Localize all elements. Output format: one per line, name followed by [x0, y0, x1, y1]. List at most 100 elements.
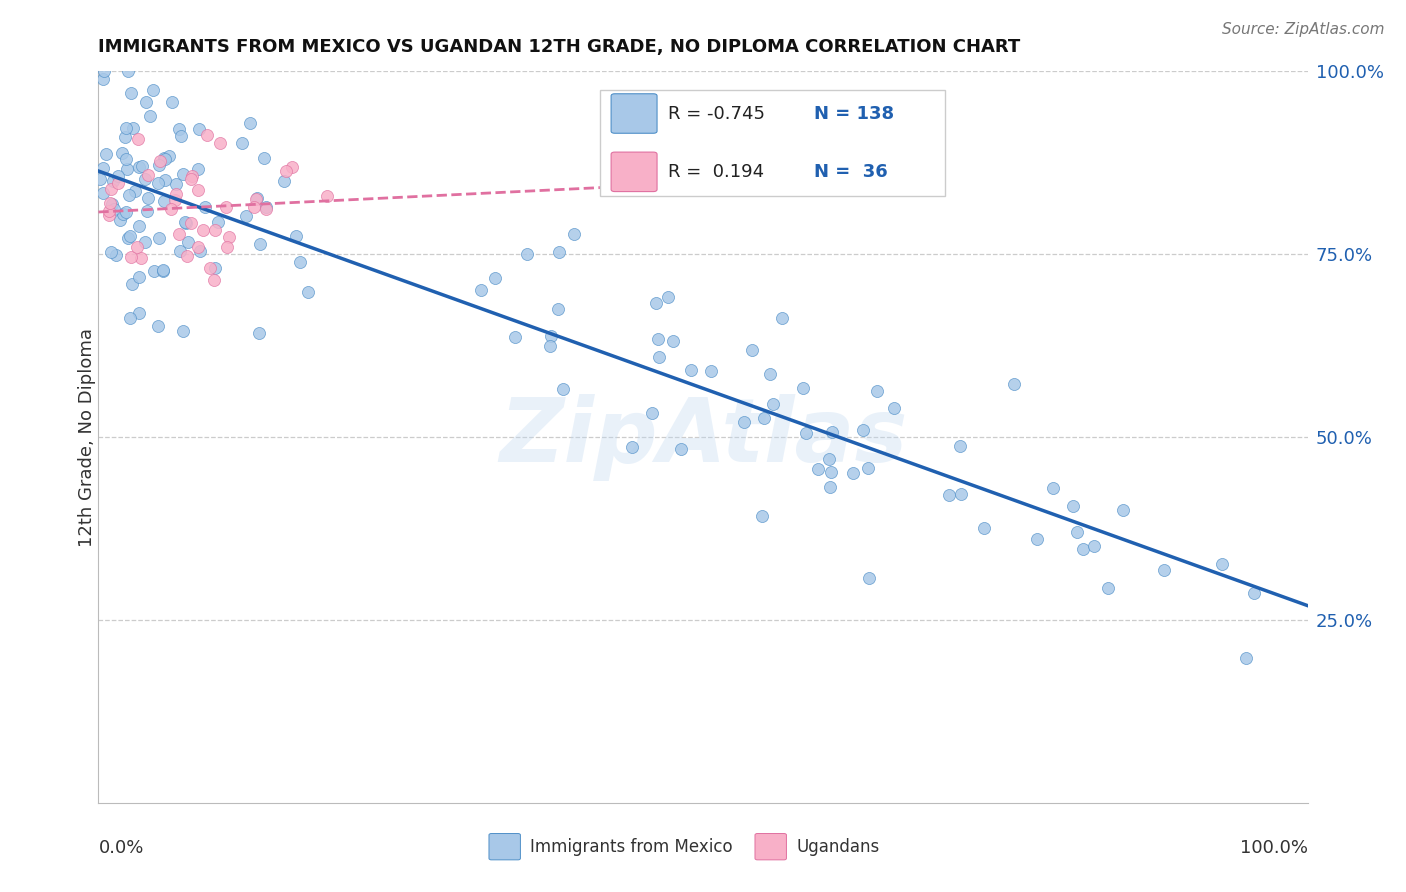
Point — [1211, 558, 1233, 572]
Point — [950, 487, 973, 501]
Point — [856, 460, 879, 475]
Point — [671, 442, 693, 456]
Point — [176, 249, 198, 263]
Point — [807, 462, 830, 476]
Point — [754, 411, 776, 425]
Point — [204, 222, 226, 236]
Point — [117, 231, 139, 245]
Point — [245, 192, 267, 206]
Point — [107, 176, 129, 190]
Point — [187, 161, 209, 176]
Point — [821, 425, 844, 439]
Text: Source: ZipAtlas.com: Source: ZipAtlas.com — [1222, 22, 1385, 37]
Point — [243, 200, 266, 214]
Point — [93, 64, 115, 78]
Text: IMMIGRANTS FROM MEXICO VS UGANDAN 12TH GRADE, NO DIPLOMA CORRELATION CHART: IMMIGRANTS FROM MEXICO VS UGANDAN 12TH G… — [98, 38, 1021, 56]
Point — [114, 152, 136, 166]
Point — [641, 406, 664, 420]
Point — [1153, 563, 1175, 577]
Point — [153, 152, 176, 166]
Point — [114, 120, 136, 135]
Point — [733, 415, 755, 429]
Point — [148, 158, 170, 172]
Point — [647, 333, 669, 347]
Point — [246, 191, 269, 205]
Point — [249, 237, 271, 252]
Point — [516, 247, 538, 261]
Point — [180, 171, 202, 186]
Point — [1066, 524, 1088, 539]
Point — [195, 128, 218, 142]
Point — [135, 95, 157, 109]
Point — [146, 319, 169, 334]
Point — [111, 206, 134, 220]
Point — [1234, 651, 1257, 665]
Point — [1071, 541, 1094, 556]
Point — [167, 227, 190, 241]
Point — [209, 136, 232, 150]
Point — [165, 186, 187, 201]
Point — [117, 64, 139, 78]
Point — [883, 401, 905, 415]
Point — [938, 488, 960, 502]
Point — [136, 191, 159, 205]
Text: 100.0%: 100.0% — [1240, 839, 1308, 857]
Text: N = 138: N = 138 — [814, 104, 894, 122]
Point — [621, 440, 644, 454]
Point — [120, 250, 142, 264]
Point — [131, 159, 153, 173]
Point — [128, 160, 150, 174]
Point — [180, 216, 202, 230]
Point — [134, 171, 156, 186]
Point — [759, 368, 782, 382]
Point — [91, 72, 114, 87]
Point — [152, 263, 174, 277]
Point — [193, 200, 215, 214]
Point — [101, 174, 124, 188]
Point — [818, 479, 841, 493]
Point — [134, 235, 156, 250]
Point — [540, 329, 562, 343]
Point — [115, 161, 138, 176]
Point — [852, 423, 875, 437]
Point — [111, 145, 134, 160]
Point — [125, 240, 148, 254]
FancyBboxPatch shape — [489, 833, 520, 860]
FancyBboxPatch shape — [612, 153, 657, 192]
Point — [204, 260, 226, 275]
Point — [101, 197, 124, 211]
Point — [139, 110, 162, 124]
Point — [235, 210, 257, 224]
Point — [679, 363, 702, 377]
Point — [254, 202, 277, 216]
Point — [657, 289, 679, 303]
Point — [98, 195, 121, 210]
Point — [128, 270, 150, 285]
Point — [253, 151, 276, 165]
Point — [152, 263, 174, 277]
Point — [484, 270, 506, 285]
Point — [169, 244, 191, 258]
Point — [188, 122, 211, 136]
Point — [1243, 585, 1265, 599]
Point — [153, 173, 176, 187]
Point — [122, 120, 145, 135]
Point — [187, 183, 209, 197]
Point — [165, 177, 187, 191]
FancyBboxPatch shape — [755, 833, 786, 860]
Point — [160, 95, 183, 109]
Point — [103, 202, 125, 216]
Point — [128, 219, 150, 233]
Point — [120, 228, 142, 243]
FancyBboxPatch shape — [600, 90, 945, 195]
Point — [662, 334, 685, 348]
Point — [172, 324, 194, 338]
Point — [97, 208, 120, 222]
Text: R =  0.194: R = 0.194 — [668, 163, 763, 181]
Point — [281, 160, 304, 174]
Point — [547, 302, 569, 317]
Point — [131, 252, 153, 266]
Point — [470, 283, 492, 297]
Point — [176, 216, 198, 230]
Point — [96, 147, 118, 161]
